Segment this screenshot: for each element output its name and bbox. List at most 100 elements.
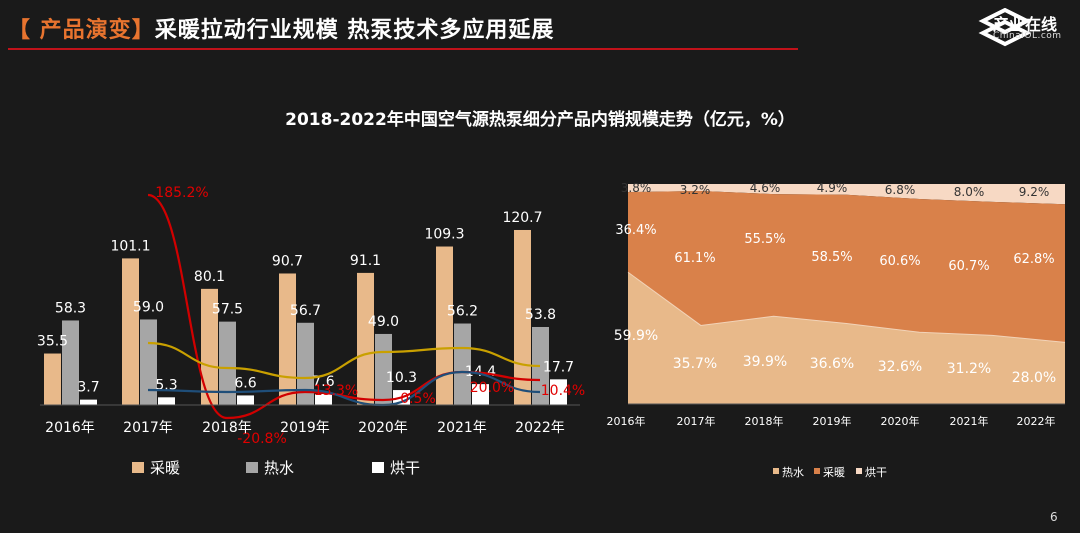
bar-采暖-1 — [122, 258, 139, 405]
bar-烘干-5 — [472, 384, 489, 405]
bar-热水-5 — [454, 323, 471, 405]
bar-value-label: 90.7 — [272, 253, 303, 269]
bar-烘干-1 — [158, 397, 175, 405]
bar-烘干-6 — [550, 379, 567, 405]
area-value-label: 4.9% — [817, 181, 848, 195]
x-tick-label: 2019年 — [280, 420, 330, 436]
drying-growth-line — [147, 341, 541, 380]
x-tick-label: 2022年 — [515, 420, 565, 436]
growth-rate-label: -20.8% — [237, 431, 287, 447]
title-bracket-open: 【 — [8, 18, 32, 43]
area-value-label: 55.5% — [744, 232, 785, 247]
legend-label: 采暖 — [150, 459, 180, 477]
bar-热水-2 — [219, 321, 236, 405]
area-legend-label: 热水 — [782, 466, 804, 479]
logo-subtitle: ChinaIOL.com — [993, 31, 1062, 41]
area-value-label: 8.0% — [954, 185, 985, 199]
area-value-label: 4.6% — [750, 181, 781, 195]
bar-value-label: 56.2 — [447, 304, 478, 320]
area-value-label: 39.9% — [743, 354, 787, 370]
bar-热水-0 — [62, 320, 79, 405]
bar-value-label: 58.3 — [55, 300, 86, 316]
bar-采暖-6 — [514, 229, 531, 405]
legend-swatch-烘干 — [372, 462, 384, 473]
area-value-label: 3.2% — [680, 183, 711, 197]
area-heating — [628, 191, 1065, 343]
bar-value-label: 35.5 — [37, 334, 68, 350]
header-divider — [8, 48, 798, 50]
growth-rate-label: 20.0% — [470, 380, 514, 396]
area-value-label: 60.6% — [879, 254, 920, 269]
area-x-tick-label: 2019年 — [813, 414, 852, 428]
bar-采暖-3 — [279, 273, 296, 405]
bar-value-label: 10.3 — [386, 370, 417, 386]
area-value-label: 28.0% — [1012, 370, 1056, 386]
area-value-label: 9.2% — [1019, 185, 1050, 199]
bar-value-label: 80.1 — [194, 269, 225, 285]
logo-name: 产业在线 — [993, 15, 1058, 34]
area-value-label: 62.8% — [1013, 252, 1054, 267]
bar-value-label: 59.0 — [133, 299, 164, 315]
x-tick-label: 2020年 — [358, 420, 408, 436]
logo-icon — [978, 8, 1032, 47]
area-legend-label: 烘干 — [865, 465, 887, 479]
bar-烘干-3 — [315, 393, 332, 405]
bar-热水-3 — [297, 322, 314, 405]
bar-value-label: 17.7 — [543, 359, 574, 375]
area-x-tick-label: 2017年 — [677, 414, 716, 428]
area-legend-swatch-采暖 — [814, 468, 820, 474]
page-number: 6 — [1050, 510, 1058, 524]
x-tick-label: 2018年 — [202, 420, 252, 436]
legend-label: 烘干 — [390, 459, 420, 477]
area-x-tick-label: 2020年 — [881, 414, 920, 428]
title-tag: 产品演变 — [31, 18, 132, 43]
bar-value-label: 53.8 — [525, 307, 556, 323]
area-value-label: 3.8% — [621, 181, 652, 195]
bar-value-label: 91.1 — [350, 253, 381, 269]
growth-rate-label: 13.3% — [314, 383, 358, 399]
bar-热水-6 — [532, 326, 549, 405]
x-tick-label: 2021年 — [437, 420, 487, 436]
area-value-label: 61.1% — [674, 251, 715, 266]
area-x-tick-label: 2021年 — [950, 414, 989, 428]
bar-value-label: 6.6 — [234, 375, 256, 391]
area-value-label: 59.9% — [614, 328, 658, 344]
area-value-label: 58.5% — [811, 250, 852, 265]
area-value-label: 36.6% — [810, 356, 854, 372]
bar-烘干-0 — [80, 399, 97, 405]
bar-value-label: 57.5 — [212, 302, 243, 318]
bar-value-label: 109.3 — [424, 227, 464, 243]
area-value-label: 35.7% — [673, 356, 717, 372]
bar-value-label: 56.7 — [290, 303, 321, 319]
bar-采暖-5 — [436, 246, 453, 405]
bar-value-label: 49.0 — [368, 314, 399, 330]
x-tick-label: 2017年 — [123, 420, 173, 436]
area-legend-swatch-热水 — [773, 468, 779, 474]
area-value-label: 32.6% — [878, 359, 922, 375]
title-text: 采暖拉动行业规模 热泵技术多应用延展 — [154, 18, 555, 43]
page-title: 【 产品演变】采暖拉动行业规模 热泵技术多应用延展 — [8, 12, 554, 44]
area-legend-label: 采暖 — [823, 466, 845, 479]
area-boundary-line — [627, 271, 1066, 343]
legend-swatch-热水 — [246, 462, 258, 473]
bar-烘干-2 — [237, 395, 254, 405]
hotwater-growth-line — [147, 370, 541, 407]
legend-swatch-采暖 — [132, 462, 144, 473]
x-tick-label: 2016年 — [45, 420, 95, 436]
area-value-label: 6.8% — [885, 183, 916, 197]
area-value-label: 36.4% — [615, 223, 656, 238]
bar-value-label: 3.7 — [77, 380, 99, 396]
area-value-label: 31.2% — [947, 361, 991, 377]
growth-rate-label: 0.5% — [400, 391, 436, 407]
bar-采暖-0 — [44, 353, 61, 405]
area-value-label: 60.7% — [948, 259, 989, 274]
bar-value-label: 101.1 — [110, 238, 150, 254]
bar-采暖-2 — [201, 288, 218, 405]
area-drying — [628, 184, 1065, 205]
legend-label: 热水 — [264, 459, 294, 477]
bar-热水-1 — [140, 319, 157, 405]
area-hotwater — [628, 272, 1065, 404]
growth-rate-label: 10.4% — [541, 383, 585, 399]
